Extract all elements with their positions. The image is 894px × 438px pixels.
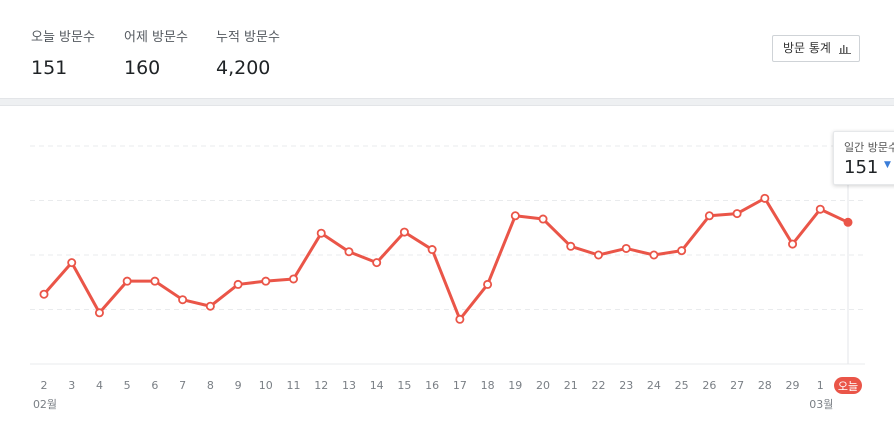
x-tick-label: 16 (425, 379, 439, 392)
x-tick-label: 13 (342, 379, 356, 392)
data-point (39, 289, 49, 299)
yesterday-visits-value: 160 (124, 57, 161, 79)
data-point (788, 239, 798, 249)
x-tick-label: 29 (786, 379, 800, 392)
visit-stats-button-label: 방문 통계 (783, 41, 831, 55)
data-point (205, 301, 215, 311)
total-visits-stat: 누적 방문수 4,200 (216, 26, 280, 79)
x-tick-label: 14 (370, 379, 384, 392)
daily-visits-line-chart: 2 3 4 5 6 7 8 9 10 11 12 13 14 15 16 17 18 19 20 21 22 23 24 25… (30, 136, 865, 411)
x-tick-label: 17 (453, 379, 467, 392)
data-point (399, 227, 409, 237)
bar-chart-icon (839, 45, 851, 54)
total-visits-value: 4,200 (216, 57, 271, 79)
x-tick-label: 26 (702, 379, 716, 392)
series-line (42, 196, 850, 321)
data-point (261, 276, 271, 286)
data-point (67, 258, 77, 268)
data-point (372, 258, 382, 268)
x-tick-label: 25 (675, 379, 689, 392)
data-point (760, 193, 770, 203)
data-point (538, 214, 548, 224)
x-tick-label: 18 (481, 379, 495, 392)
x-tick-label: 3 (68, 379, 75, 392)
today-visits-stat: 오늘 방문수 151 (31, 26, 95, 79)
today-visits-label: 오늘 방문수 (31, 30, 95, 45)
summary-panel: 오늘 방문수 151 어제 방문수 160 누적 방문수 4,200 방문 통계 (0, 0, 894, 99)
data-point (178, 295, 188, 305)
x-tick-label: 12 (314, 379, 328, 392)
data-point (122, 276, 132, 286)
yesterday-visits-label: 어제 방문수 (124, 30, 188, 45)
data-point (621, 243, 631, 253)
visit-stats-button[interactable]: 방문 통계 (772, 35, 860, 62)
month-label: 03월 (809, 398, 833, 411)
x-tick-label-today: 오늘 (838, 380, 858, 393)
data-point (815, 204, 825, 214)
chart-tooltip: 일간 방문수 151 ▼ (833, 131, 894, 185)
tooltip-value: 151 (844, 157, 879, 178)
x-tick-label: 19 (508, 379, 522, 392)
x-tick-label: 11 (287, 379, 301, 392)
yesterday-visits-stat: 어제 방문수 160 (124, 26, 188, 79)
tooltip-label: 일간 방문수 (844, 141, 894, 154)
data-point-highlighted (843, 217, 853, 227)
x-tick-label: 10 (259, 379, 273, 392)
today-badge (834, 377, 862, 394)
data-point (150, 276, 160, 286)
data-point (427, 245, 437, 255)
total-visits-label: 누적 방문수 (216, 30, 280, 45)
x-tick-label: 22 (591, 379, 605, 392)
data-point (704, 211, 714, 221)
data-point (455, 314, 465, 324)
tooltip-trend-icon: ▼ (884, 160, 891, 170)
x-tick-label: 15 (397, 379, 411, 392)
data-point (732, 209, 742, 219)
data-point (289, 274, 299, 284)
x-tick-label: 20 (536, 379, 550, 392)
x-tick-label: 28 (758, 379, 772, 392)
data-point (344, 247, 354, 257)
data-point (510, 211, 520, 221)
x-tick-label: 7 (179, 379, 186, 392)
data-point (94, 308, 104, 318)
x-tick-label: 24 (647, 379, 661, 392)
data-point (593, 250, 603, 260)
x-tick-label: 1 (817, 379, 824, 392)
month-label: 02월 (33, 398, 57, 411)
x-tick-label: 21 (564, 379, 578, 392)
x-tick-label: 4 (96, 379, 103, 392)
x-tick-label: 9 (235, 379, 242, 392)
x-tick-label: 8 (207, 379, 214, 392)
data-point (483, 279, 493, 289)
data-point (233, 279, 243, 289)
x-tick-label: 2 (41, 379, 48, 392)
data-point (316, 228, 326, 238)
today-visits-value: 151 (31, 57, 68, 79)
x-tick-label: 5 (124, 379, 131, 392)
x-tick-label: 6 (151, 379, 158, 392)
x-tick-label: 23 (619, 379, 633, 392)
data-point (677, 246, 687, 256)
data-point (649, 250, 659, 260)
data-point (566, 241, 576, 251)
daily-visits-chart-panel: 2 3 4 5 6 7 8 9 10 11 12 13 14 15 16 17 18 19 20 21 22 23 24 25… (0, 105, 894, 438)
x-tick-label: 27 (730, 379, 744, 392)
